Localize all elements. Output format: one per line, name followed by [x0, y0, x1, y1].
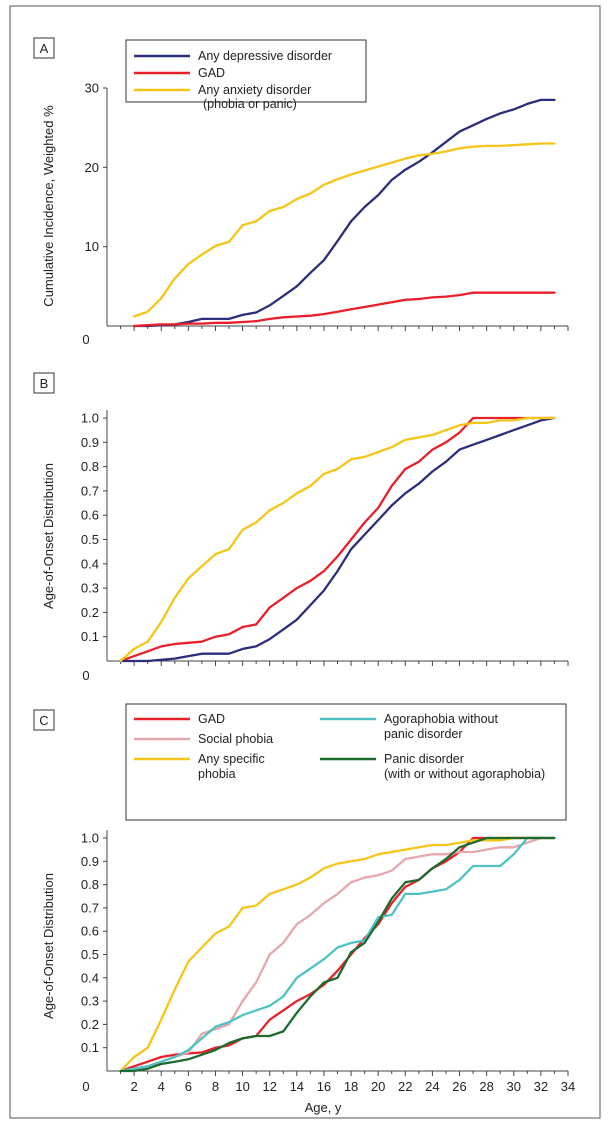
x-tick-label-c: 18: [344, 1079, 358, 1094]
panel-b-label-box: [33, 372, 55, 394]
y-tick-label-b: 0.8: [81, 459, 99, 474]
x-tick-label-c: 14: [290, 1079, 304, 1094]
y-tick-label-c: 0.7: [81, 900, 99, 915]
x-tick-label-c: 16: [317, 1079, 331, 1094]
y-tick-label-a: 20: [85, 160, 99, 175]
series-line-c-agoraphobia-without-panic-disorder: [119, 836, 556, 1073]
y-tick-label-c: 0.1: [81, 1040, 99, 1055]
x-tick-label-c: 6: [185, 1079, 192, 1094]
panel-c-x-title: Age, y: [305, 1100, 342, 1115]
y-tick-label-c: 0.6: [81, 924, 99, 939]
panel-b-zero-label: 0: [82, 668, 89, 683]
panel-c-y-title: Age-of-Onset Distribution: [41, 873, 56, 1019]
x-tick-label-c: 2: [131, 1079, 138, 1094]
y-tick-label-c: 0.4: [81, 970, 99, 985]
y-tick-label-c: 0.3: [81, 994, 99, 1009]
y-tick-label-b: 0.6: [81, 508, 99, 523]
series-line-a-any-depressive-disorder: [132, 98, 556, 328]
x-tick-label-c: 34: [561, 1079, 575, 1094]
y-tick-label-b: 0.1: [81, 629, 99, 644]
x-tick-label-c: 12: [262, 1079, 276, 1094]
figure-frame: [9, 5, 601, 1119]
x-tick-label-c: 30: [507, 1079, 521, 1094]
y-tick-label-c: 0.2: [81, 1017, 99, 1032]
x-tick-label-c: 10: [235, 1079, 249, 1094]
series-line-a-gad: [132, 291, 556, 328]
legend-c-label-panic-1: Panic disorder: [384, 752, 464, 766]
legend-c-label-social: Social phobia: [198, 732, 273, 746]
x-tick-label-c: 24: [425, 1079, 439, 1094]
series-line-b-any-anxiety-disorder: [119, 416, 556, 663]
x-tick-label-c: 0: [82, 1079, 89, 1094]
series-line-c-social-phobia: [119, 836, 556, 1073]
panel-b-y-title: Age-of-Onset Distribution: [41, 463, 56, 609]
series-line-a-any-anxiety-disorder-phobia-or-panic: [132, 142, 556, 318]
legend-c-label-agoraphobia-2: panic disorder: [384, 727, 463, 741]
legend-c-label-gad: GAD: [198, 712, 225, 726]
y-tick-label-c: 0.9: [81, 854, 99, 869]
panel-a-y-title: Cumulative Incidence, Weighted %: [41, 105, 56, 307]
y-tick-label-b: 0.9: [81, 435, 99, 450]
y-tick-label-b: 0.7: [81, 483, 99, 498]
y-tick-label-c: 1.0: [81, 831, 99, 846]
legend-a-label-anxiety-2: (phobia or panic): [203, 97, 297, 111]
panel-a-zero-label: 0: [82, 332, 89, 347]
x-tick-label-c: 26: [452, 1079, 466, 1094]
legend-a-label-gad: GAD: [198, 66, 225, 80]
y-tick-label-b: 1.0: [81, 411, 99, 426]
series-line-c-gad: [119, 836, 556, 1073]
panel-a: A Any depressive disorder GAD Any anxiet…: [33, 37, 569, 347]
panel-b-label: B: [40, 376, 49, 391]
legend-c-label-panic-2: (with or without agoraphobia): [384, 767, 545, 781]
x-tick-label-c: 22: [398, 1079, 412, 1094]
x-tick-label-c: 20: [371, 1079, 385, 1094]
x-tick-label-c: 28: [479, 1079, 493, 1094]
panel-a-label-box: [33, 37, 55, 59]
panel-b: B 0.1 0.2 0.3 0.4 0.5 0.6 0.7 0.8 0.9 1.0 0 Age-o…: [33, 372, 569, 683]
legend-a-label-depressive: Any depressive disorder: [198, 49, 332, 63]
y-tick-label-c: 0.5: [81, 947, 99, 962]
y-tick-label-a: 10: [85, 239, 99, 254]
x-tick-label-c: 8: [212, 1079, 219, 1094]
y-tick-label-b: 0.5: [81, 532, 99, 547]
legend-a-label-anxiety-1: Any anxiety disorder: [198, 83, 311, 97]
series-line-b-any-depressive-disorder: [119, 416, 556, 663]
legend-c-label-specific-2: phobia: [198, 767, 236, 781]
x-tick-label-c: 4: [158, 1079, 165, 1094]
series-line-c-panic-disorder-with-or-without-agoraphobia: [119, 836, 556, 1073]
panel-a-label: A: [40, 41, 49, 56]
y-tick-label-b: 0.2: [81, 605, 99, 620]
panel-c-label: C: [39, 713, 48, 728]
panel-c-label-box: [33, 709, 55, 731]
series-line-b-gad: [119, 416, 556, 663]
x-tick-label-c: 32: [534, 1079, 548, 1094]
series-line-c-any-specific-phobia: [119, 836, 556, 1073]
y-tick-label-a: 30: [85, 81, 99, 96]
legend-a-box: [125, 39, 367, 103]
legend-c-label-specific-1: Any specific: [198, 752, 265, 766]
y-tick-label-b: 0.3: [81, 581, 99, 596]
panel-c: C GAD Social phobia Any specific phobia …: [33, 703, 575, 1115]
legend-c-box: [125, 703, 567, 821]
y-tick-label-b: 0.4: [81, 556, 99, 571]
legend-c-label-agoraphobia-1: Agoraphobia without: [384, 712, 498, 726]
y-tick-label-c: 0.8: [81, 877, 99, 892]
